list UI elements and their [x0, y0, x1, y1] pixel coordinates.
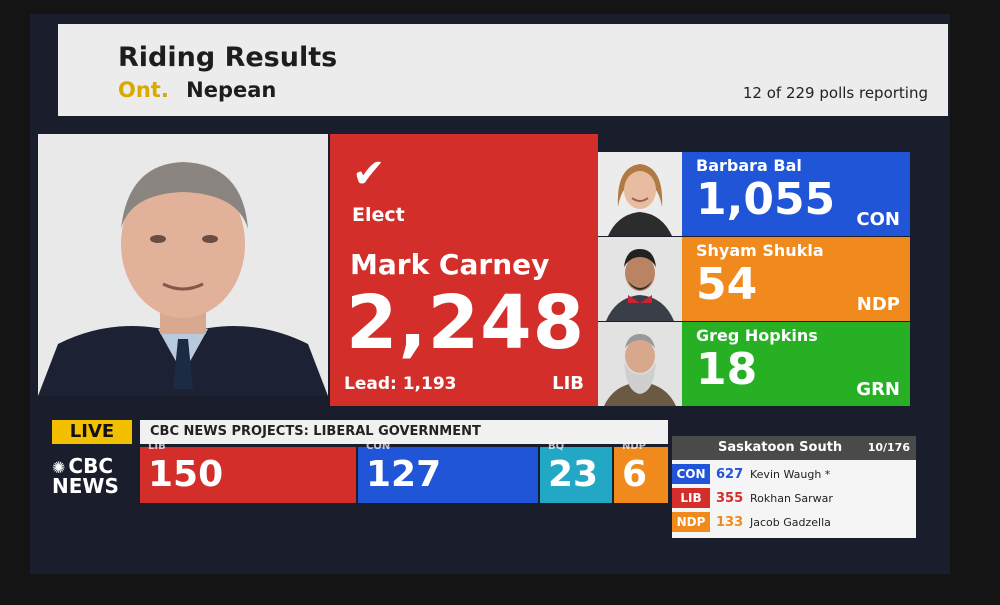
- candidate-photo: [598, 322, 682, 406]
- projection-banner: CBC NEWS PROJECTS: LIBERAL GOVERNMENT: [140, 420, 668, 444]
- page-title: Riding Results: [118, 42, 338, 73]
- candidate-box: Shyam Shukla 54 NDP: [682, 237, 910, 321]
- seat-count-lib: LIB 150: [140, 441, 356, 503]
- candidate-party: NDP: [856, 294, 900, 315]
- winner-name: Mark Carney: [350, 248, 550, 281]
- candidate-name: Shyam Shukla: [696, 241, 824, 260]
- candidate-row: Shyam Shukla 54 NDP: [598, 237, 910, 321]
- seat-value: 127: [366, 454, 442, 495]
- winner-photo: [38, 134, 328, 396]
- candidate-portrait-icon: [598, 322, 682, 406]
- candidate-party: CON: [856, 209, 900, 230]
- local-votes: 627: [716, 467, 744, 482]
- candidate-votes: 18: [696, 344, 758, 395]
- seat-count-con: CON 127: [358, 441, 538, 503]
- seat-value: 23: [548, 454, 599, 495]
- local-party: CON: [672, 464, 710, 484]
- candidate-portrait-icon: [598, 237, 682, 321]
- seat-count-ndp: NDP 6: [614, 441, 668, 503]
- seat-party-label: BQ: [548, 441, 565, 452]
- candidate-name: Barbara Bal: [696, 156, 802, 175]
- local-candidate-name: Kevin Waugh *: [750, 468, 831, 481]
- candidate-photo: [598, 237, 682, 321]
- candidate-row: Greg Hopkins 18 GRN: [598, 322, 910, 406]
- seat-party-label: NDP: [622, 441, 646, 452]
- riding-name: Nepean: [186, 78, 277, 102]
- local-votes: 355: [716, 491, 744, 506]
- local-party: LIB: [672, 488, 710, 508]
- local-candidate-name: Rokhan Sarwar: [750, 492, 833, 505]
- candidate-portrait-icon: [598, 152, 682, 236]
- elect-status: Elect: [352, 204, 405, 226]
- winner-card: ✔ Elect Mark Carney 2,248 Lead: 1,193 LI…: [330, 134, 598, 406]
- local-candidate-name: Jacob Gadzella: [750, 516, 831, 529]
- seat-count-bq: BQ 23: [540, 441, 612, 503]
- local-riding-title: Saskatoon South: [718, 440, 843, 455]
- live-badge: LIVE: [52, 420, 132, 444]
- seat-party-label: LIB: [148, 441, 166, 452]
- candidate-name: Greg Hopkins: [696, 326, 818, 345]
- results-header: Riding Results Ont. Nepean 12 of 229 pol…: [58, 24, 948, 116]
- local-riding-panel: Saskatoon South 10/176 CON 627 Kevin Wau…: [672, 436, 916, 538]
- seat-party-label: CON: [366, 441, 391, 452]
- polls-reporting: 12 of 229 polls reporting: [742, 84, 928, 102]
- candidate-box: Barbara Bal 1,055 CON: [682, 152, 910, 236]
- candidate-party: GRN: [856, 379, 900, 400]
- candidate-box: Greg Hopkins 18 GRN: [682, 322, 910, 406]
- local-votes: 133: [716, 515, 744, 530]
- winner-lead: Lead: 1,193: [344, 374, 457, 394]
- cbc-news-logo: CBC NEWS: [52, 456, 142, 496]
- local-riding-header: Saskatoon South 10/176: [672, 436, 916, 460]
- winner-portrait-icon: [38, 134, 328, 396]
- candidate-row: Barbara Bal 1,055 CON: [598, 152, 910, 236]
- candidate-votes: 1,055: [696, 174, 836, 225]
- seat-value: 6: [622, 454, 648, 495]
- candidate-votes: 54: [696, 259, 758, 310]
- local-result-row: CON 627 Kevin Waugh *: [672, 464, 916, 486]
- local-riding-polls: 10/176: [867, 441, 910, 454]
- candidate-photo: [598, 152, 682, 236]
- province-label: Ont.: [118, 78, 169, 102]
- logo-line-2: NEWS: [52, 474, 119, 498]
- tv-screen: Riding Results Ont. Nepean 12 of 229 pol…: [30, 14, 950, 574]
- local-party: NDP: [672, 512, 710, 532]
- seat-value: 150: [148, 454, 224, 495]
- logo-line-1: CBC: [52, 456, 142, 476]
- checkmark-icon: ✔: [352, 151, 386, 197]
- winner-party: LIB: [552, 373, 584, 394]
- winner-votes: 2,248: [346, 280, 586, 366]
- local-result-row: NDP 133 Jacob Gadzella: [672, 512, 916, 534]
- riding-subtitle: Ont. Nepean: [118, 78, 276, 102]
- local-result-row: LIB 355 Rokhan Sarwar: [672, 488, 916, 510]
